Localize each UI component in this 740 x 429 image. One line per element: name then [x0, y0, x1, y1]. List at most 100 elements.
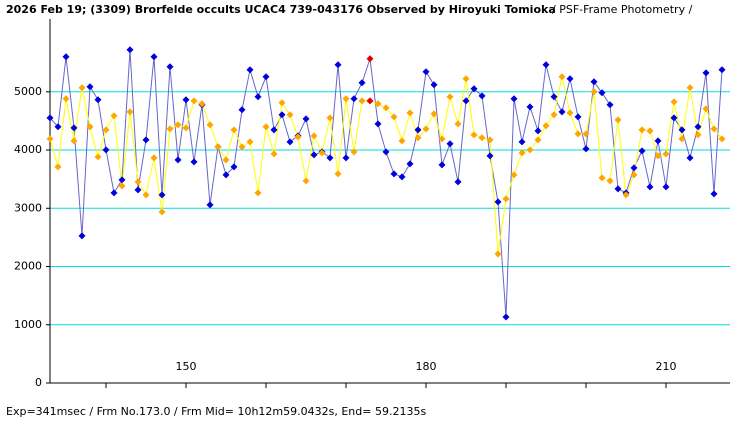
y-tick-label: 4000	[14, 143, 42, 156]
point	[510, 171, 518, 179]
y-tick-label: 0	[35, 376, 42, 389]
point	[174, 121, 182, 129]
point	[526, 146, 534, 154]
point	[222, 156, 230, 164]
point	[166, 63, 174, 71]
point	[62, 95, 70, 103]
point	[198, 100, 206, 108]
point	[606, 101, 614, 109]
point	[382, 104, 390, 112]
point	[262, 73, 270, 81]
point	[166, 125, 174, 133]
point	[582, 145, 590, 153]
point	[558, 108, 566, 116]
point	[702, 105, 710, 113]
point	[614, 185, 622, 193]
point	[134, 186, 142, 194]
point	[246, 138, 254, 146]
point	[118, 182, 126, 190]
point	[310, 132, 318, 140]
point	[150, 53, 158, 61]
point	[174, 156, 182, 164]
point	[550, 93, 558, 101]
point	[302, 115, 310, 123]
point	[350, 95, 358, 103]
point	[566, 75, 574, 83]
point	[278, 111, 286, 119]
point	[518, 149, 526, 157]
point	[406, 160, 414, 168]
point	[710, 190, 718, 198]
point	[414, 126, 422, 134]
point	[326, 114, 334, 122]
point	[262, 123, 270, 131]
point	[646, 127, 654, 135]
point	[238, 143, 246, 151]
point	[462, 97, 470, 105]
point	[510, 95, 518, 103]
point	[686, 154, 694, 162]
point	[334, 61, 342, 69]
point	[654, 137, 662, 145]
point	[182, 124, 190, 132]
point	[294, 133, 302, 141]
y-tick-label: 5000	[14, 85, 42, 98]
point	[454, 178, 462, 186]
point	[462, 75, 470, 83]
point	[630, 171, 638, 179]
point	[494, 198, 502, 206]
point	[438, 135, 446, 143]
point	[270, 150, 278, 158]
point	[78, 232, 86, 240]
point	[302, 177, 310, 185]
point	[190, 158, 198, 166]
point	[518, 138, 526, 146]
point	[46, 114, 54, 122]
point	[718, 66, 726, 74]
point	[646, 183, 654, 191]
point	[454, 120, 462, 128]
point	[94, 153, 102, 161]
point	[430, 81, 438, 89]
point	[542, 122, 550, 130]
point	[214, 143, 222, 151]
point	[238, 106, 246, 114]
point	[598, 174, 606, 182]
point	[662, 150, 670, 158]
point	[590, 78, 598, 86]
point	[150, 154, 158, 162]
y-tick-label: 2000	[14, 260, 42, 273]
point	[662, 183, 670, 191]
point	[366, 97, 374, 105]
x-tick-label: 210	[656, 360, 677, 373]
point	[182, 96, 190, 104]
point	[86, 123, 94, 131]
point	[318, 149, 326, 157]
point	[422, 125, 430, 133]
point	[230, 163, 238, 171]
point	[286, 111, 294, 119]
footer: Exp=341msec / Frm No.173.0 / Frm Mid= 10…	[6, 405, 426, 418]
point	[598, 89, 606, 97]
point	[606, 177, 614, 185]
point	[310, 151, 318, 159]
point	[390, 113, 398, 121]
point	[406, 109, 414, 117]
point	[222, 171, 230, 179]
point	[494, 250, 502, 258]
point	[70, 137, 78, 145]
point	[86, 83, 94, 91]
point	[374, 100, 382, 108]
point	[374, 120, 382, 128]
point	[206, 201, 214, 209]
point	[590, 88, 598, 96]
point	[342, 154, 350, 162]
point	[230, 126, 238, 134]
point	[118, 176, 126, 184]
point	[398, 173, 406, 181]
y-tick-label: 1000	[14, 318, 42, 331]
point	[70, 124, 78, 132]
point	[670, 98, 678, 106]
point	[46, 135, 54, 143]
point	[350, 148, 358, 156]
